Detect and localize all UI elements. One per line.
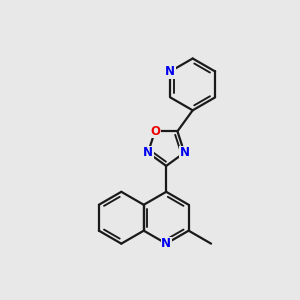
- Text: O: O: [150, 125, 160, 138]
- Text: N: N: [161, 237, 171, 250]
- Text: N: N: [179, 146, 189, 159]
- Text: N: N: [143, 146, 153, 159]
- Text: N: N: [165, 65, 175, 78]
